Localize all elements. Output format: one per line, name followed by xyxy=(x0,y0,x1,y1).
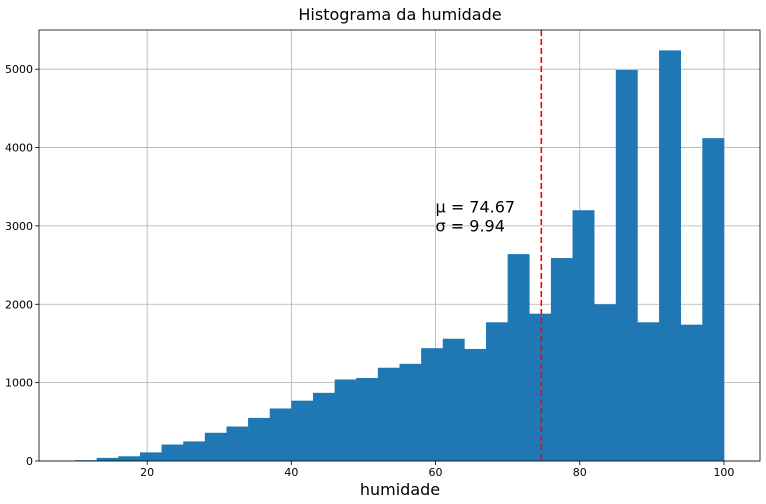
histogram-bar xyxy=(421,348,444,461)
x-axis-label: humidade xyxy=(360,480,440,499)
histogram-bar xyxy=(594,304,617,461)
y-tick-label: 1000 xyxy=(5,377,33,390)
histogram-bar xyxy=(486,322,508,461)
plot-frame xyxy=(38,29,761,462)
histogram-bar xyxy=(615,69,638,461)
histogram-bar xyxy=(507,254,530,461)
x-tick-label: 100 xyxy=(713,466,734,479)
x-tick-label: 60 xyxy=(429,466,443,479)
chart-title: Histograma da humidade xyxy=(298,5,501,24)
y-tick-label: 4000 xyxy=(5,142,33,155)
histogram-bar xyxy=(312,392,335,461)
histogram-bar xyxy=(356,377,379,461)
histogram-bar xyxy=(529,313,552,461)
histogram-bar xyxy=(183,441,206,461)
y-tick-label: 0 xyxy=(26,455,33,468)
histogram-bar xyxy=(442,338,465,461)
histogram-bar xyxy=(550,258,573,461)
histogram-bar xyxy=(139,452,162,461)
histogram-bar xyxy=(269,408,292,461)
histogram-bar xyxy=(291,400,314,461)
histogram-bar xyxy=(464,348,487,461)
std-annotation: σ = 9.94 xyxy=(436,216,505,235)
histogram-bar xyxy=(334,379,357,461)
histogram-bar xyxy=(659,50,681,462)
x-tick-label: 80 xyxy=(573,466,587,479)
y-tick-label: 5000 xyxy=(5,63,33,76)
histogram-bar xyxy=(399,363,422,461)
histogram-bar xyxy=(680,324,703,461)
histogram-bar xyxy=(572,210,595,461)
y-tick-label: 3000 xyxy=(5,220,33,233)
x-tick-label: 20 xyxy=(140,466,154,479)
mean-annotation: μ = 74.67 xyxy=(436,197,516,216)
histogram-bar xyxy=(702,138,725,461)
histogram-bar xyxy=(96,457,119,461)
histogram-bar xyxy=(248,417,271,461)
histogram-bar xyxy=(637,322,660,461)
stats-annotation: μ = 74.67 σ = 9.94 xyxy=(436,197,516,235)
histogram-bar xyxy=(161,444,184,461)
x-tick-label: 40 xyxy=(284,466,298,479)
histogram-bar xyxy=(204,432,227,461)
y-tick-label: 2000 xyxy=(5,298,33,311)
histogram-bar xyxy=(377,367,400,461)
histogram-bar xyxy=(118,456,141,461)
histogram-bars xyxy=(75,50,725,462)
histogram-bar xyxy=(226,426,249,461)
